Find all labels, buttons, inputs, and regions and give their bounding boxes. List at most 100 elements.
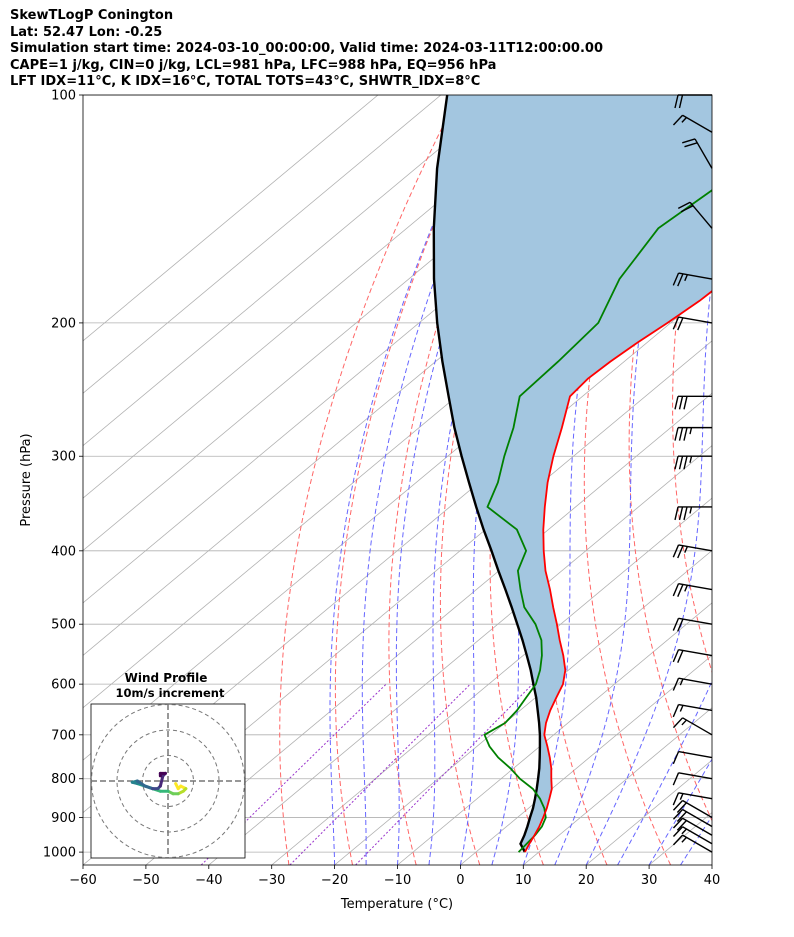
mixing-ratio-line (200, 683, 387, 865)
y-tick-label: 800 (51, 772, 76, 787)
wind-barb-staff (682, 834, 713, 853)
wind-barb-staff (678, 648, 713, 657)
wind-barb (674, 395, 712, 410)
wind-barb-half-flag (689, 506, 693, 514)
x-tick-label: −20 (321, 873, 348, 888)
y-tick-label: 700 (51, 728, 76, 743)
wind-barb-half-flag (681, 719, 687, 726)
station-location: Lat: 52.47 Lon: -0.25 (10, 24, 163, 40)
wind-barb-flag (672, 792, 680, 806)
wind-barb-flag (672, 751, 680, 765)
y-tick-label: 600 (51, 678, 76, 693)
wind-barb (682, 138, 713, 169)
x-tick-label: 0 (456, 873, 464, 888)
isotherm-line (460, 654, 712, 865)
wind-barb-flag (677, 584, 684, 597)
dry-adiabat-line (672, 119, 712, 674)
x-tick-label: 30 (641, 873, 658, 888)
profile-lines (432, 95, 712, 853)
hodograph-subtitle: 10m/s increment (116, 686, 225, 700)
wind-barb (672, 114, 713, 133)
temperature-line (524, 290, 712, 853)
wind-barb-flag (672, 272, 680, 286)
wind-barb-half-flag (684, 584, 689, 592)
dry-adiabat-line (628, 95, 712, 822)
wind-barb-flag (676, 802, 687, 813)
x-tick-label: 10 (515, 873, 532, 888)
wind-barb-staff (682, 114, 713, 133)
isotherm-line (523, 707, 712, 865)
wind-barb (672, 750, 713, 765)
wind-barb (672, 316, 713, 331)
wind-barb-staff (678, 792, 713, 800)
wind-barb (672, 677, 713, 691)
dry-adiabat-line (756, 95, 794, 865)
wind-barb (672, 703, 713, 718)
wind-barb-flag (677, 650, 684, 663)
wind-barb-flag (683, 506, 688, 521)
wind-barb-flag (677, 317, 684, 331)
moist-adiabat-line (585, 273, 712, 865)
wind-barb-flag (672, 649, 680, 663)
moist-adiabat-line (711, 864, 712, 865)
cape-fill (433, 95, 712, 853)
wind-barb-flag (674, 427, 679, 441)
dry-adiabat-line (715, 95, 794, 865)
wind-barb-flag (672, 583, 680, 597)
y-tick-label: 1000 (43, 846, 76, 861)
wind-barb-half-flag (679, 793, 684, 800)
wind-barb-flag (674, 506, 679, 521)
wind-barb-staff (678, 582, 713, 591)
wind-barb-flag (683, 427, 688, 441)
hodograph-segment (158, 774, 165, 788)
wind-barb-flag (683, 456, 688, 470)
dry-adiabat-line (583, 95, 672, 865)
y-tick-label: 400 (51, 544, 76, 559)
wind-barb-staff (678, 617, 713, 625)
y-tick-label: 900 (51, 811, 76, 826)
wind-barb (672, 808, 713, 828)
wind-barb (672, 826, 713, 845)
dewpoint-line (483, 189, 712, 853)
dry-adiabat-line (388, 95, 525, 865)
wind-barb-flag (677, 618, 684, 632)
wind-barb-half-flag (681, 117, 687, 123)
wind-barb-flag (674, 396, 679, 410)
wind-barb-staff (678, 772, 713, 780)
wind-barb (672, 717, 713, 736)
wind-barb-flag (672, 826, 684, 838)
wind-barb-staff (682, 808, 713, 828)
wind-barb-staff (678, 316, 713, 324)
y-tick-label: 300 (51, 450, 76, 465)
wind-barb-staff (689, 201, 713, 229)
x-tick-label: 20 (578, 873, 595, 888)
wind-barb (672, 817, 713, 836)
wind-barb-flag (672, 114, 684, 126)
wind-barb-flag (684, 142, 698, 148)
wind-barb-flag (678, 427, 684, 441)
y-tick-label: 200 (51, 316, 76, 331)
cape-indices: CAPE=1 j/kg, CIN=0 j/kg, LCL=981 hPa, LF… (10, 57, 497, 73)
wind-barb (672, 772, 713, 786)
wind-barb-half-flag (679, 705, 684, 712)
wind-barb-flag (677, 201, 691, 209)
mixing-ratio-line (355, 683, 533, 865)
wind-barb-flag (672, 834, 684, 846)
hodograph: Wind Profile 10m/s increment (90, 671, 246, 859)
wind-barb-half-flag (684, 274, 689, 282)
wind-barb-flag (672, 677, 680, 691)
isotherm-line (334, 549, 712, 865)
wind-barb-flag (674, 456, 679, 470)
wind-barb-half-flag (689, 456, 693, 463)
hodograph-title: Wind Profile (125, 671, 208, 685)
isotherm-line (271, 497, 712, 865)
hodograph-segment (135, 779, 147, 788)
wind-barb-flag (678, 506, 684, 521)
moist-adiabat-line (491, 95, 613, 865)
cape-area (433, 95, 712, 853)
wind-barb (672, 272, 713, 287)
x-tick-label: −10 (384, 873, 411, 888)
isotherm-line (397, 602, 712, 865)
wind-barb (672, 792, 713, 806)
parcel-path-line (432, 95, 542, 853)
